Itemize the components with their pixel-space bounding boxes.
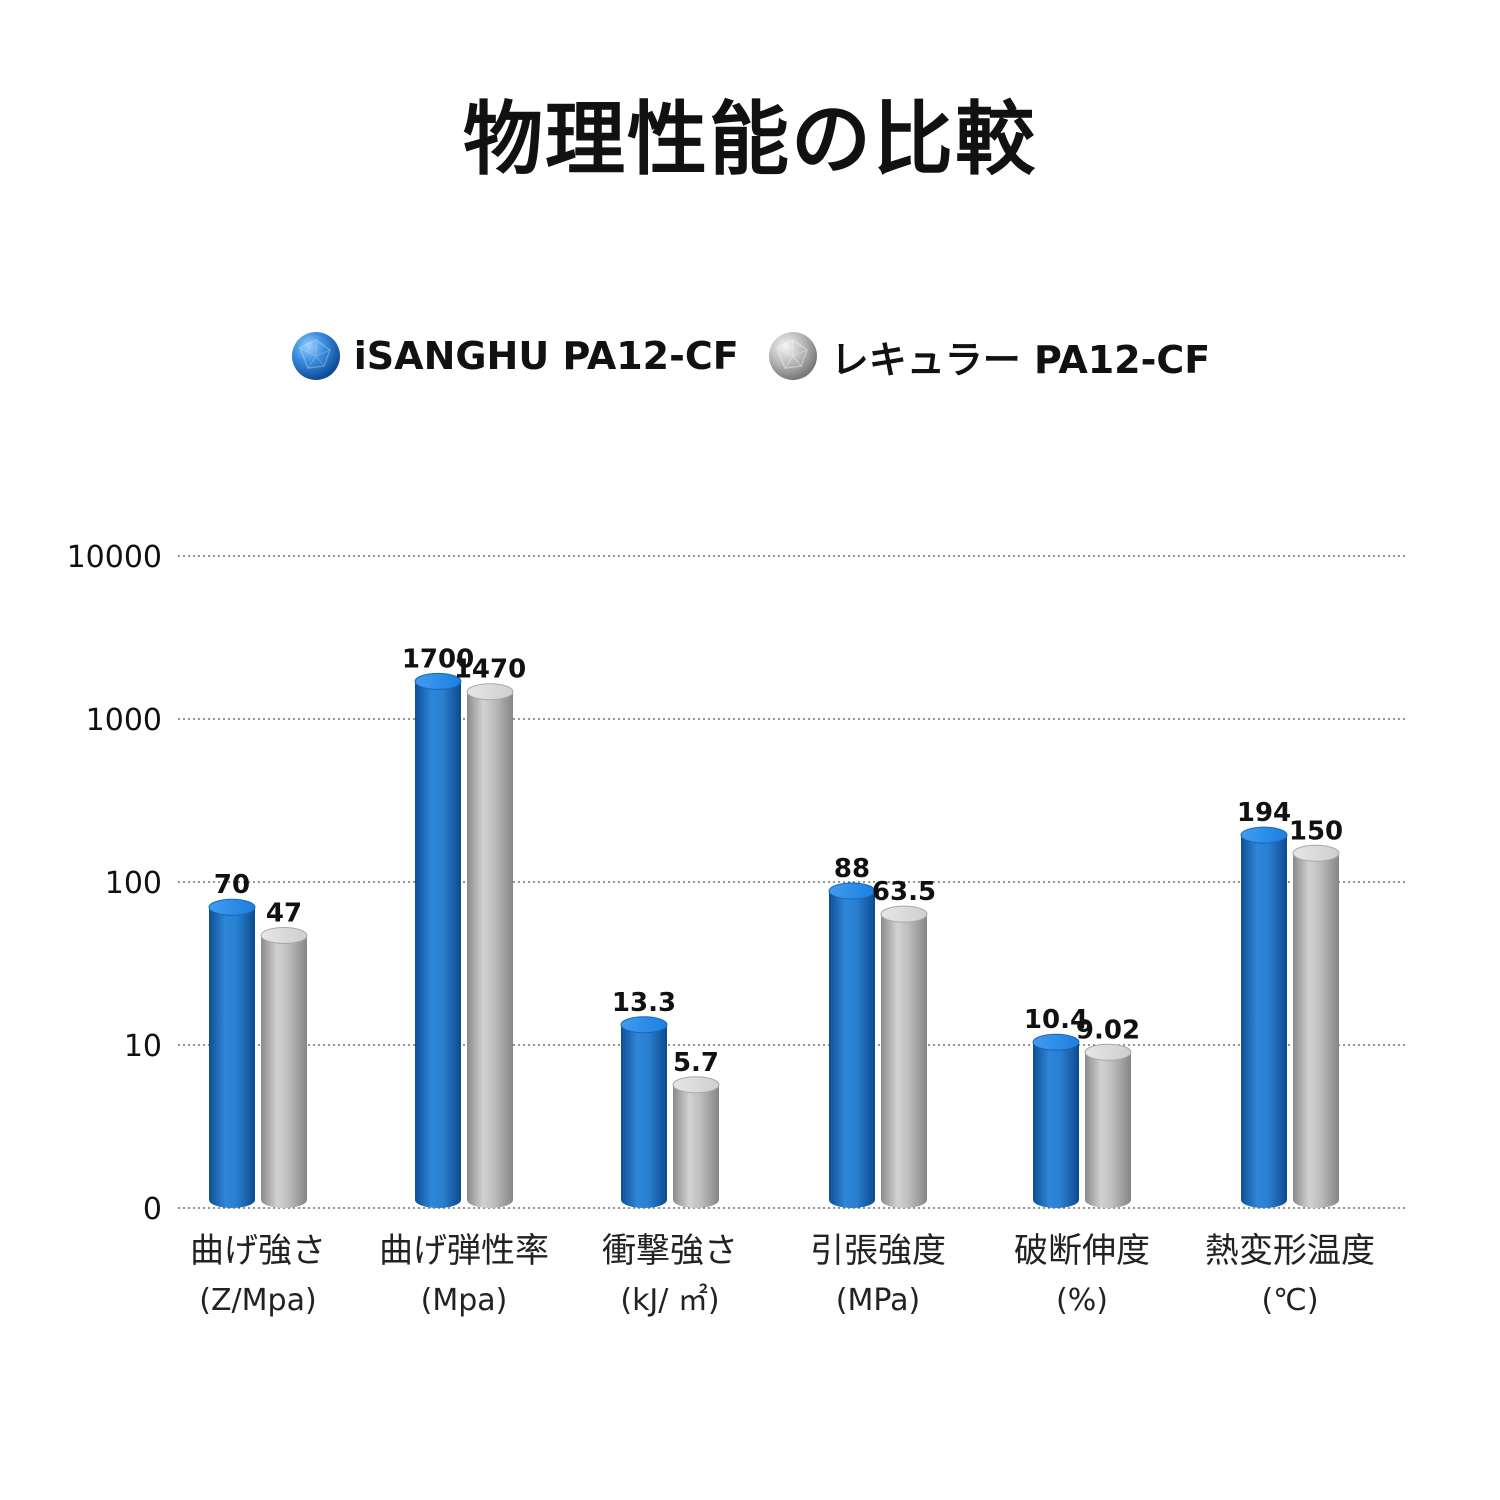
bar-group: [414, 672, 462, 1208]
x-tick-label: 破断伸度: [1014, 1231, 1150, 1271]
bar-group: [466, 683, 514, 1208]
data-label: 1470: [454, 655, 526, 685]
data-label: 13.3: [612, 988, 676, 1018]
data-label: 150: [1289, 816, 1343, 846]
x-tick-label: 引張強度: [810, 1231, 946, 1271]
bar-group: [1292, 844, 1340, 1208]
legend-item-series-1: iSANGHU PA12-CF: [290, 330, 739, 382]
x-tick-unit: (℃): [1261, 1283, 1318, 1318]
bar-cap: [466, 683, 514, 701]
bar-cap: [1084, 1043, 1132, 1061]
data-label: 5.7: [673, 1048, 719, 1078]
data-label: 63.5: [872, 877, 936, 907]
bar-isanghu: [209, 907, 255, 1208]
blue-sphere-icon: [291, 332, 340, 380]
legend-label-series-1: iSANGHU PA12-CF: [353, 334, 739, 378]
x-tick-unit: (Z/Mpa): [199, 1283, 316, 1318]
y-tick-label: 10000: [67, 540, 162, 575]
gray-sphere-icon: [768, 332, 817, 380]
bar-group: [1084, 1043, 1132, 1208]
bar-cap: [208, 898, 256, 916]
data-label: 70: [214, 870, 250, 900]
bar-isanghu: [829, 891, 875, 1208]
bar-cap: [672, 1076, 720, 1094]
y-tick-label: 100: [105, 866, 162, 901]
bar-isanghu: [621, 1024, 667, 1208]
bar-group: [620, 1016, 668, 1208]
bar-cap: [620, 1016, 668, 1034]
x-tick-unit: (Mpa): [421, 1283, 508, 1318]
legend-label-series-2: レキュラー PA12-CF: [830, 337, 1211, 382]
bar-cap: [828, 882, 876, 900]
bar-group: [208, 898, 256, 1208]
legend: iSANGHU PA12-CF レキュラー PA12-CF: [0, 328, 1500, 384]
bar-group: [828, 882, 876, 1208]
bar-cap: [1292, 844, 1340, 862]
data-label: 47: [266, 898, 302, 928]
bar-regular: [881, 914, 927, 1208]
bar-group: [260, 926, 308, 1208]
bar-cap: [414, 672, 462, 690]
x-tick-label: 熱変形温度: [1205, 1231, 1375, 1271]
data-label: 88: [834, 854, 870, 884]
bar-cap: [1032, 1033, 1080, 1051]
bar-isanghu: [1241, 835, 1287, 1208]
bar-regular: [1293, 853, 1339, 1208]
data-label: 194: [1237, 798, 1291, 828]
x-tick-unit: (%): [1056, 1283, 1108, 1318]
y-tick-label: 1000: [86, 703, 162, 738]
data-label: 9.02: [1076, 1015, 1140, 1045]
bar-group: [672, 1076, 720, 1208]
legend-item-series-2: レキュラー PA12-CF: [767, 329, 1211, 384]
bar-regular: [467, 691, 513, 1208]
bar-isanghu: [1033, 1042, 1079, 1208]
bar-group: [1032, 1033, 1080, 1208]
bar-isanghu: [415, 681, 461, 1208]
y-tick-label: 0: [143, 1192, 162, 1227]
bar-group: [1240, 826, 1288, 1208]
bar-cap: [880, 905, 928, 923]
bar-regular: [1085, 1052, 1131, 1208]
bar-cap: [260, 926, 308, 944]
bar-cap: [1240, 826, 1288, 844]
chart-title: 物理性能の比較: [463, 93, 1037, 186]
y-tick-label: 10: [124, 1029, 162, 1064]
bar-group: [880, 905, 928, 1208]
data-label: 1700: [402, 644, 474, 674]
x-tick-label: 衝撃強さ: [602, 1231, 738, 1271]
bar-regular: [261, 935, 307, 1208]
bar-regular: [673, 1084, 719, 1208]
x-tick-label: 曲げ強さ: [190, 1231, 326, 1271]
x-tick-label: 曲げ弾性率: [379, 1231, 549, 1271]
x-tick-unit: (MPa): [836, 1283, 920, 1318]
x-tick-unit: (kJ/ ㎡): [620, 1283, 719, 1318]
data-label: 10.4: [1024, 1005, 1088, 1035]
